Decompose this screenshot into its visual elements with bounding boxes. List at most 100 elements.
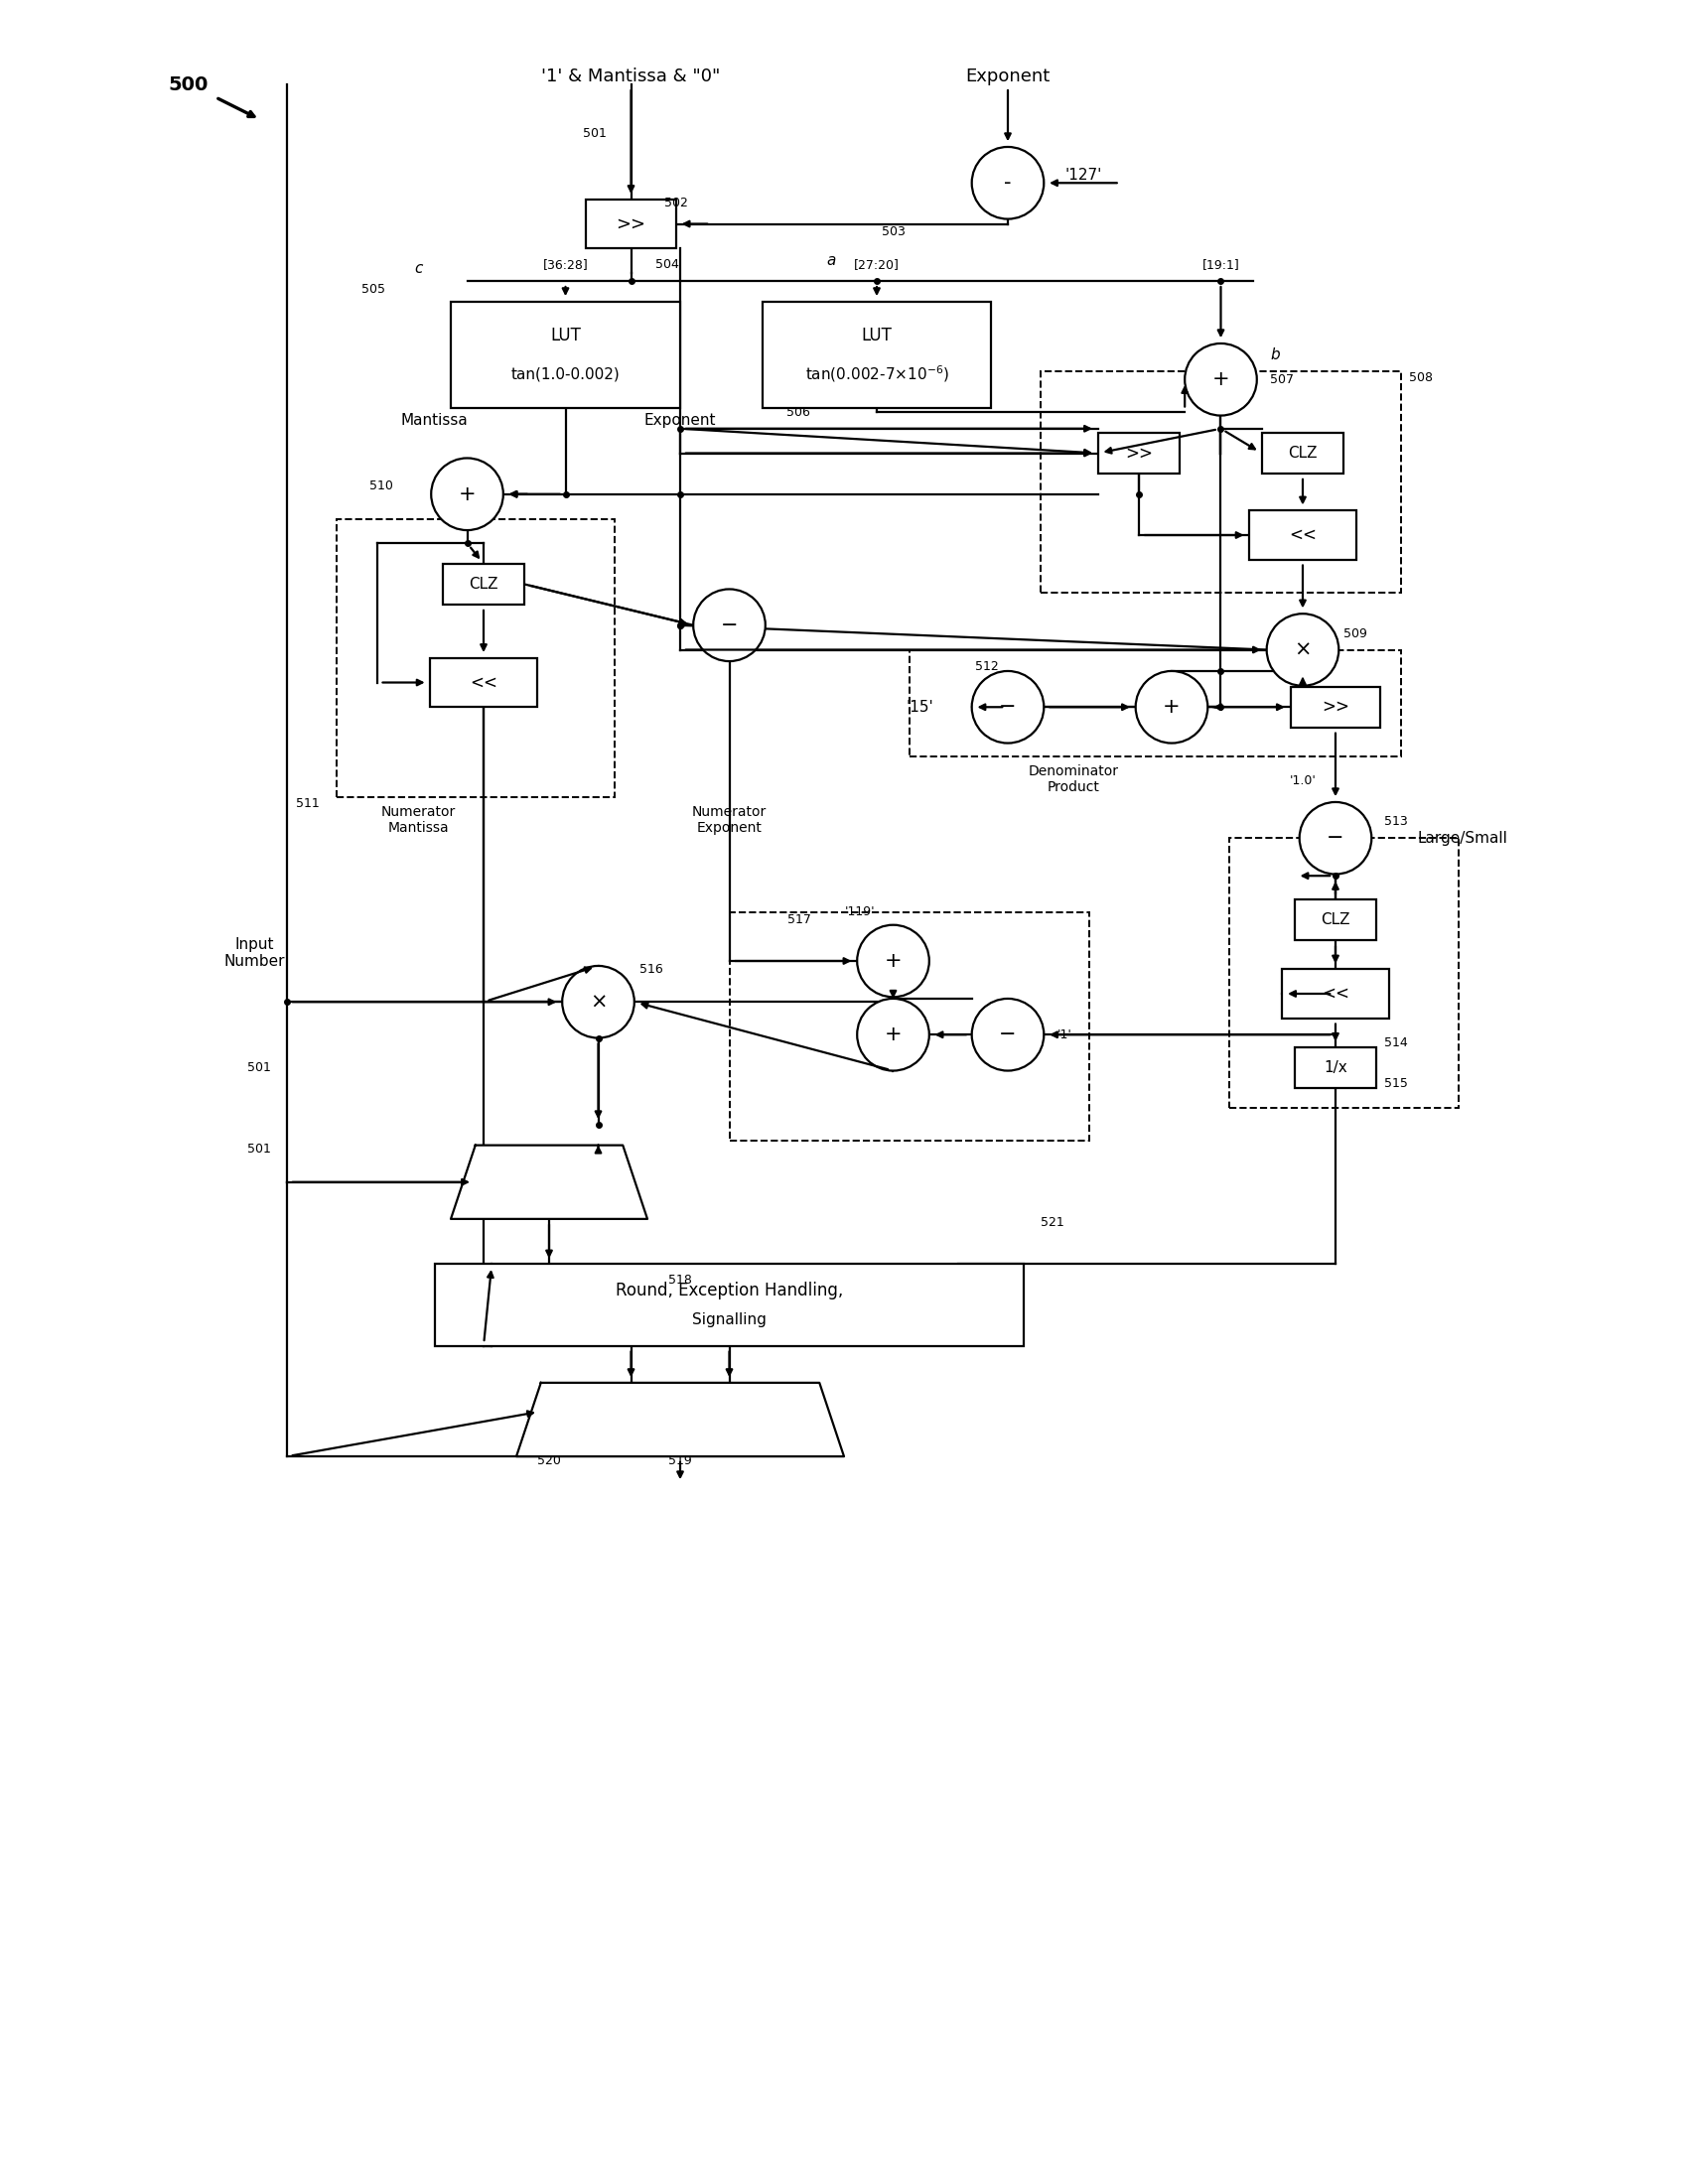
Polygon shape	[517, 1382, 844, 1457]
Text: LUT: LUT	[861, 328, 891, 345]
Text: 502: 502	[663, 197, 687, 210]
Text: −: −	[1327, 828, 1344, 847]
Text: ×: ×	[589, 992, 608, 1011]
Text: 501: 501	[582, 127, 606, 140]
Text: [27:20]: [27:20]	[854, 258, 900, 271]
Text: 501: 501	[246, 1142, 270, 1155]
Bar	[761, 301, 991, 408]
Bar	[1290, 686, 1381, 727]
Text: tan(1.0-0.002): tan(1.0-0.002)	[511, 367, 619, 382]
Text: c: c	[414, 260, 422, 275]
Text: CLZ: CLZ	[1320, 913, 1350, 928]
Text: Signalling: Signalling	[692, 1313, 766, 1328]
Circle shape	[858, 998, 928, 1070]
Text: 521: 521	[1040, 1216, 1063, 1230]
Text: <<: <<	[469, 673, 498, 692]
Text: 507: 507	[1269, 373, 1293, 387]
Text: Mantissa: Mantissa	[400, 413, 468, 428]
Text: '1.0': '1.0'	[1290, 775, 1317, 786]
Text: [19:1]: [19:1]	[1202, 258, 1239, 271]
Text: 506: 506	[787, 406, 810, 419]
Text: +: +	[459, 485, 476, 505]
Bar	[1097, 432, 1180, 474]
Text: 501: 501	[246, 1061, 270, 1075]
Text: 1/x: 1/x	[1323, 1059, 1347, 1075]
Polygon shape	[451, 1144, 648, 1219]
Circle shape	[1185, 343, 1258, 415]
Text: a: a	[827, 253, 836, 269]
Text: Denominator
Product: Denominator Product	[1028, 764, 1119, 795]
Bar	[910, 651, 1401, 756]
Bar	[729, 913, 1090, 1140]
Text: -: -	[1004, 173, 1011, 192]
Text: Input
Number: Input Number	[225, 937, 285, 970]
Bar	[1283, 970, 1389, 1018]
Text: >>: >>	[1322, 699, 1349, 716]
Text: 520: 520	[537, 1455, 560, 1468]
Text: +: +	[885, 1024, 901, 1044]
Bar	[1249, 511, 1355, 559]
Text: 503: 503	[881, 225, 905, 238]
Circle shape	[858, 926, 928, 998]
Circle shape	[694, 590, 765, 662]
Text: <<: <<	[1290, 526, 1317, 544]
Bar	[1261, 432, 1344, 474]
Text: −: −	[721, 616, 738, 636]
Text: Round, Exception Handling,: Round, Exception Handling,	[616, 1282, 842, 1299]
Text: 512: 512	[976, 660, 999, 673]
Bar	[1295, 1046, 1376, 1088]
Text: 514: 514	[1384, 1037, 1408, 1048]
Text: 517: 517	[788, 913, 812, 926]
Text: '1' & Mantissa & "0": '1' & Mantissa & "0"	[542, 68, 721, 85]
Bar	[1229, 839, 1458, 1107]
Text: '119': '119'	[846, 906, 876, 917]
Text: Exponent: Exponent	[645, 413, 716, 428]
Text: 510: 510	[370, 480, 393, 491]
Bar	[336, 520, 614, 797]
Text: >>: >>	[616, 214, 647, 234]
Circle shape	[972, 998, 1043, 1070]
Bar	[434, 1265, 1025, 1345]
Text: tan(0.002-7$\times$10$^{-6}$): tan(0.002-7$\times$10$^{-6}$)	[805, 365, 949, 384]
Bar	[442, 563, 525, 605]
Circle shape	[972, 146, 1043, 218]
Text: CLZ: CLZ	[469, 577, 498, 592]
Text: 500: 500	[169, 74, 209, 94]
Bar	[586, 199, 677, 249]
Text: 508: 508	[1409, 371, 1433, 384]
Text: 505: 505	[361, 284, 385, 295]
Text: 511: 511	[295, 797, 319, 810]
Text: 516: 516	[640, 963, 663, 976]
Circle shape	[562, 965, 635, 1037]
Text: [36:28]: [36:28]	[544, 258, 587, 271]
Text: b: b	[1269, 347, 1280, 363]
Text: ×: ×	[1295, 640, 1312, 660]
Text: '15': '15'	[906, 699, 933, 714]
Text: 504: 504	[655, 258, 679, 271]
Text: Large/Small: Large/Small	[1418, 830, 1507, 845]
Circle shape	[1266, 614, 1339, 686]
Text: Exponent: Exponent	[966, 68, 1050, 85]
Text: Numerator
Exponent: Numerator Exponent	[692, 806, 766, 834]
Text: 513: 513	[1384, 815, 1408, 828]
Bar	[430, 657, 537, 708]
Bar	[1295, 900, 1376, 941]
Text: 515: 515	[1384, 1077, 1408, 1090]
Text: CLZ: CLZ	[1288, 446, 1317, 461]
Text: +: +	[1212, 369, 1229, 389]
Text: Numerator
Mantissa: Numerator Mantissa	[381, 806, 456, 834]
Text: LUT: LUT	[550, 328, 581, 345]
Text: <<: <<	[1322, 985, 1349, 1002]
Text: −: −	[999, 697, 1016, 716]
Bar	[1040, 371, 1401, 592]
Text: 518: 518	[668, 1273, 692, 1286]
Text: +: +	[1163, 697, 1180, 716]
Circle shape	[430, 459, 503, 531]
Text: '127': '127'	[1065, 168, 1102, 181]
Circle shape	[972, 670, 1043, 743]
Text: >>: >>	[1124, 443, 1153, 463]
Bar	[451, 301, 680, 408]
Circle shape	[1136, 670, 1207, 743]
Circle shape	[1300, 802, 1372, 874]
Text: 509: 509	[1344, 627, 1367, 640]
